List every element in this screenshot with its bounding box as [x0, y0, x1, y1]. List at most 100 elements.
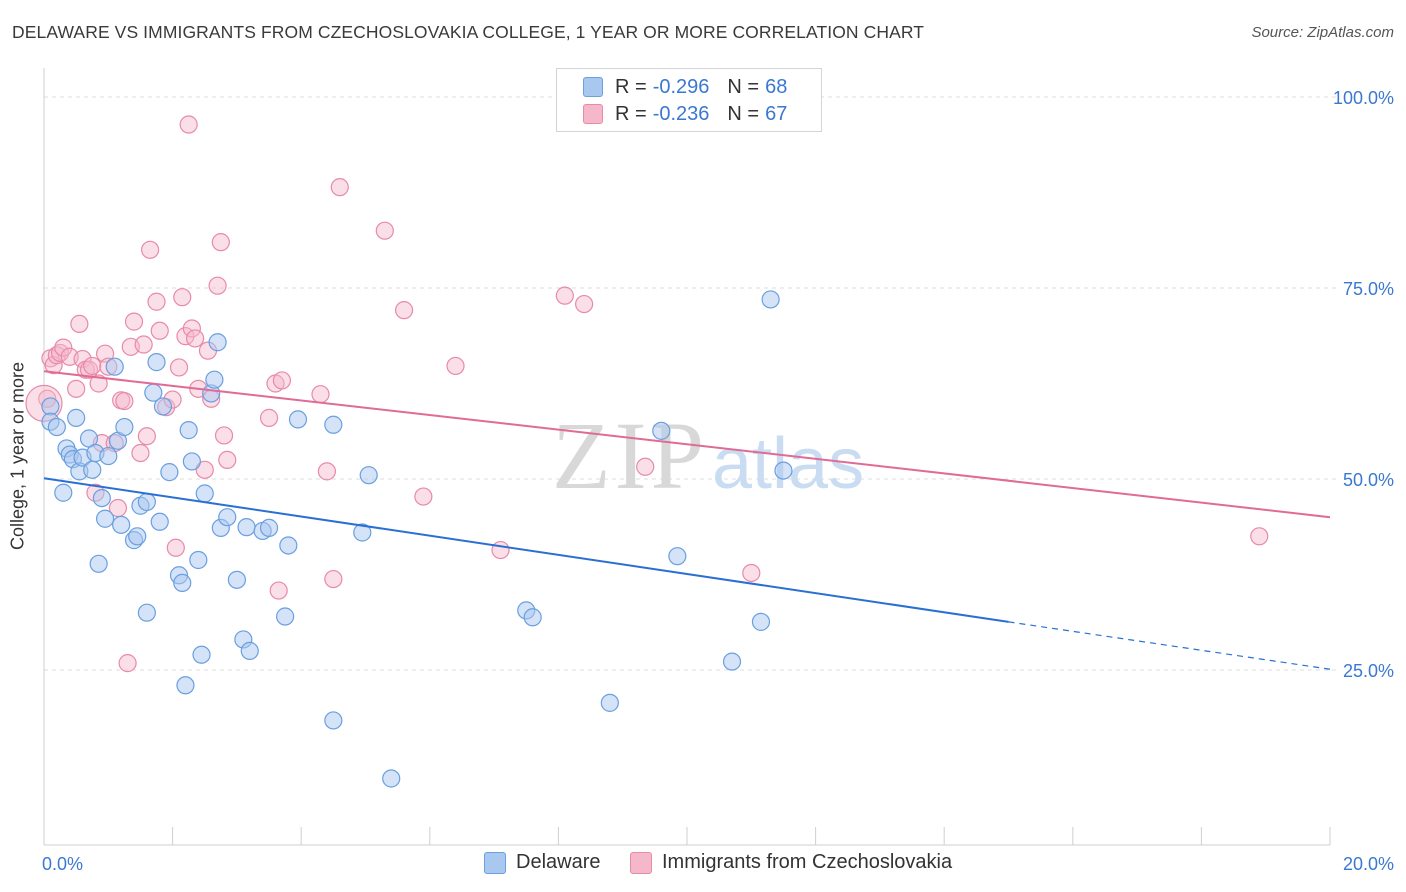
point-czechoslovakia — [118, 654, 137, 673]
point-czechoslovakia — [124, 312, 144, 331]
legend-n-value: 67 — [765, 102, 788, 125]
point-czechoslovakia — [70, 314, 89, 334]
point-delaware — [722, 652, 742, 671]
point-czechoslovakia — [115, 391, 134, 411]
point-czechoslovakia — [214, 426, 234, 445]
point-delaware — [668, 547, 687, 566]
point-delaware — [160, 463, 179, 482]
point-czechoslovakia — [211, 233, 230, 252]
point-delaware — [54, 483, 73, 502]
legend-n-label: N = — [727, 102, 760, 125]
point-delaware — [128, 527, 147, 546]
legend-item-delaware[interactable]: Delaware — [484, 851, 600, 874]
point-delaware — [176, 676, 195, 695]
point-delaware — [359, 466, 378, 485]
x-tick-label: 0.0% — [42, 854, 83, 874]
point-delaware — [173, 573, 192, 593]
series-legend: Delaware Immigrants from Czechoslovakia — [0, 851, 1406, 879]
point-delaware — [137, 603, 156, 622]
point-czechoslovakia — [272, 371, 292, 390]
point-czechoslovakia — [186, 329, 205, 348]
point-czechoslovakia — [179, 115, 198, 134]
point-czechoslovakia — [742, 563, 761, 583]
legend-r-label: R = — [615, 102, 647, 125]
point-czechoslovakia — [54, 338, 73, 357]
point-czechoslovakia — [195, 460, 214, 479]
point-czechoslovakia — [414, 487, 433, 506]
stats-legend: R = -0.296 N = 68 R = -0.236 N = 67 — [556, 68, 822, 132]
point-czechoslovakia — [50, 343, 70, 363]
point-delaware — [182, 452, 201, 471]
point-czechoslovakia — [575, 294, 594, 314]
point-delaware — [137, 492, 156, 512]
legend-swatch-czechoslovakia — [583, 104, 603, 124]
trend-line-delaware — [43, 477, 1009, 623]
point-czechoslovakia — [218, 450, 237, 469]
point-delaware — [195, 484, 214, 503]
legend-r-value: -0.236 — [652, 102, 710, 125]
point-delaware — [205, 370, 224, 389]
point-delaware — [382, 769, 401, 788]
point-delaware — [47, 417, 66, 437]
point-delaware — [99, 446, 118, 466]
point-czechoslovakia — [73, 349, 92, 369]
legend-item-czechoslovakia[interactable]: Immigrants from Czechoslovakia — [630, 851, 952, 874]
gridlines — [44, 96, 1340, 671]
point-delaware — [279, 536, 298, 555]
point-czechoslovakia — [555, 286, 574, 305]
point-delaware — [751, 612, 771, 631]
point-czechoslovakia — [636, 457, 655, 476]
point-delaware — [150, 512, 169, 531]
point-delaware — [324, 711, 343, 730]
legend-row-delaware: R = -0.296 N = 68 — [583, 74, 787, 100]
tick-labels: 25.0% 50.0% 75.0% 100.0% 0.0% 20.0% — [42, 88, 1394, 874]
point-czechoslovakia — [169, 358, 189, 377]
point-czechoslovakia — [446, 356, 465, 376]
point-delaware — [189, 550, 208, 570]
point-delaware — [153, 397, 173, 416]
point-czechoslovakia — [137, 427, 156, 446]
point-czechoslovakia — [324, 569, 343, 589]
point-delaware — [288, 410, 308, 429]
legend-n-label: N = — [727, 75, 760, 98]
chart-title: DELAWARE VS IMMIGRANTS FROM CZECHOSLOVAK… — [12, 22, 925, 42]
point-czechoslovakia — [89, 374, 108, 393]
point-delaware — [237, 518, 256, 537]
point-czechoslovakia — [317, 462, 337, 481]
trend-line-delaware-extrapolated — [1008, 621, 1331, 670]
point-delaware — [89, 554, 108, 573]
point-delaware — [179, 421, 198, 440]
axes — [43, 68, 1331, 846]
legend-swatch-delaware — [484, 851, 506, 874]
point-delaware — [41, 397, 60, 416]
watermark: ZIP atlas — [552, 402, 864, 509]
point-delaware — [353, 523, 372, 542]
point-delaware — [218, 508, 237, 527]
point-delaware — [600, 693, 619, 712]
point-czechoslovakia — [83, 356, 102, 376]
point-czechoslovakia — [1250, 527, 1269, 546]
legend-r-label: R = — [615, 75, 647, 98]
legend-n-value: 68 — [765, 75, 788, 98]
legend-label-delaware: Delaware — [516, 851, 601, 873]
point-czechoslovakia — [375, 221, 394, 240]
point-delaware — [324, 415, 343, 434]
point-delaware — [652, 421, 671, 440]
trend-lines — [43, 370, 1331, 670]
point-czechoslovakia — [259, 408, 279, 427]
point-czechoslovakia — [330, 178, 349, 197]
point-czechoslovakia — [166, 538, 185, 557]
point-delaware — [774, 461, 793, 480]
point-delaware — [192, 645, 211, 664]
point-delaware — [208, 333, 227, 352]
point-delaware — [523, 608, 542, 627]
point-delaware — [83, 460, 102, 479]
point-delaware — [67, 408, 86, 427]
watermark-zip: ZIP — [552, 402, 708, 509]
point-delaware — [115, 417, 134, 437]
point-delaware — [95, 509, 115, 528]
legend-r-value: -0.296 — [652, 75, 710, 98]
point-delaware — [259, 518, 279, 537]
point-czechoslovakia — [311, 385, 330, 404]
